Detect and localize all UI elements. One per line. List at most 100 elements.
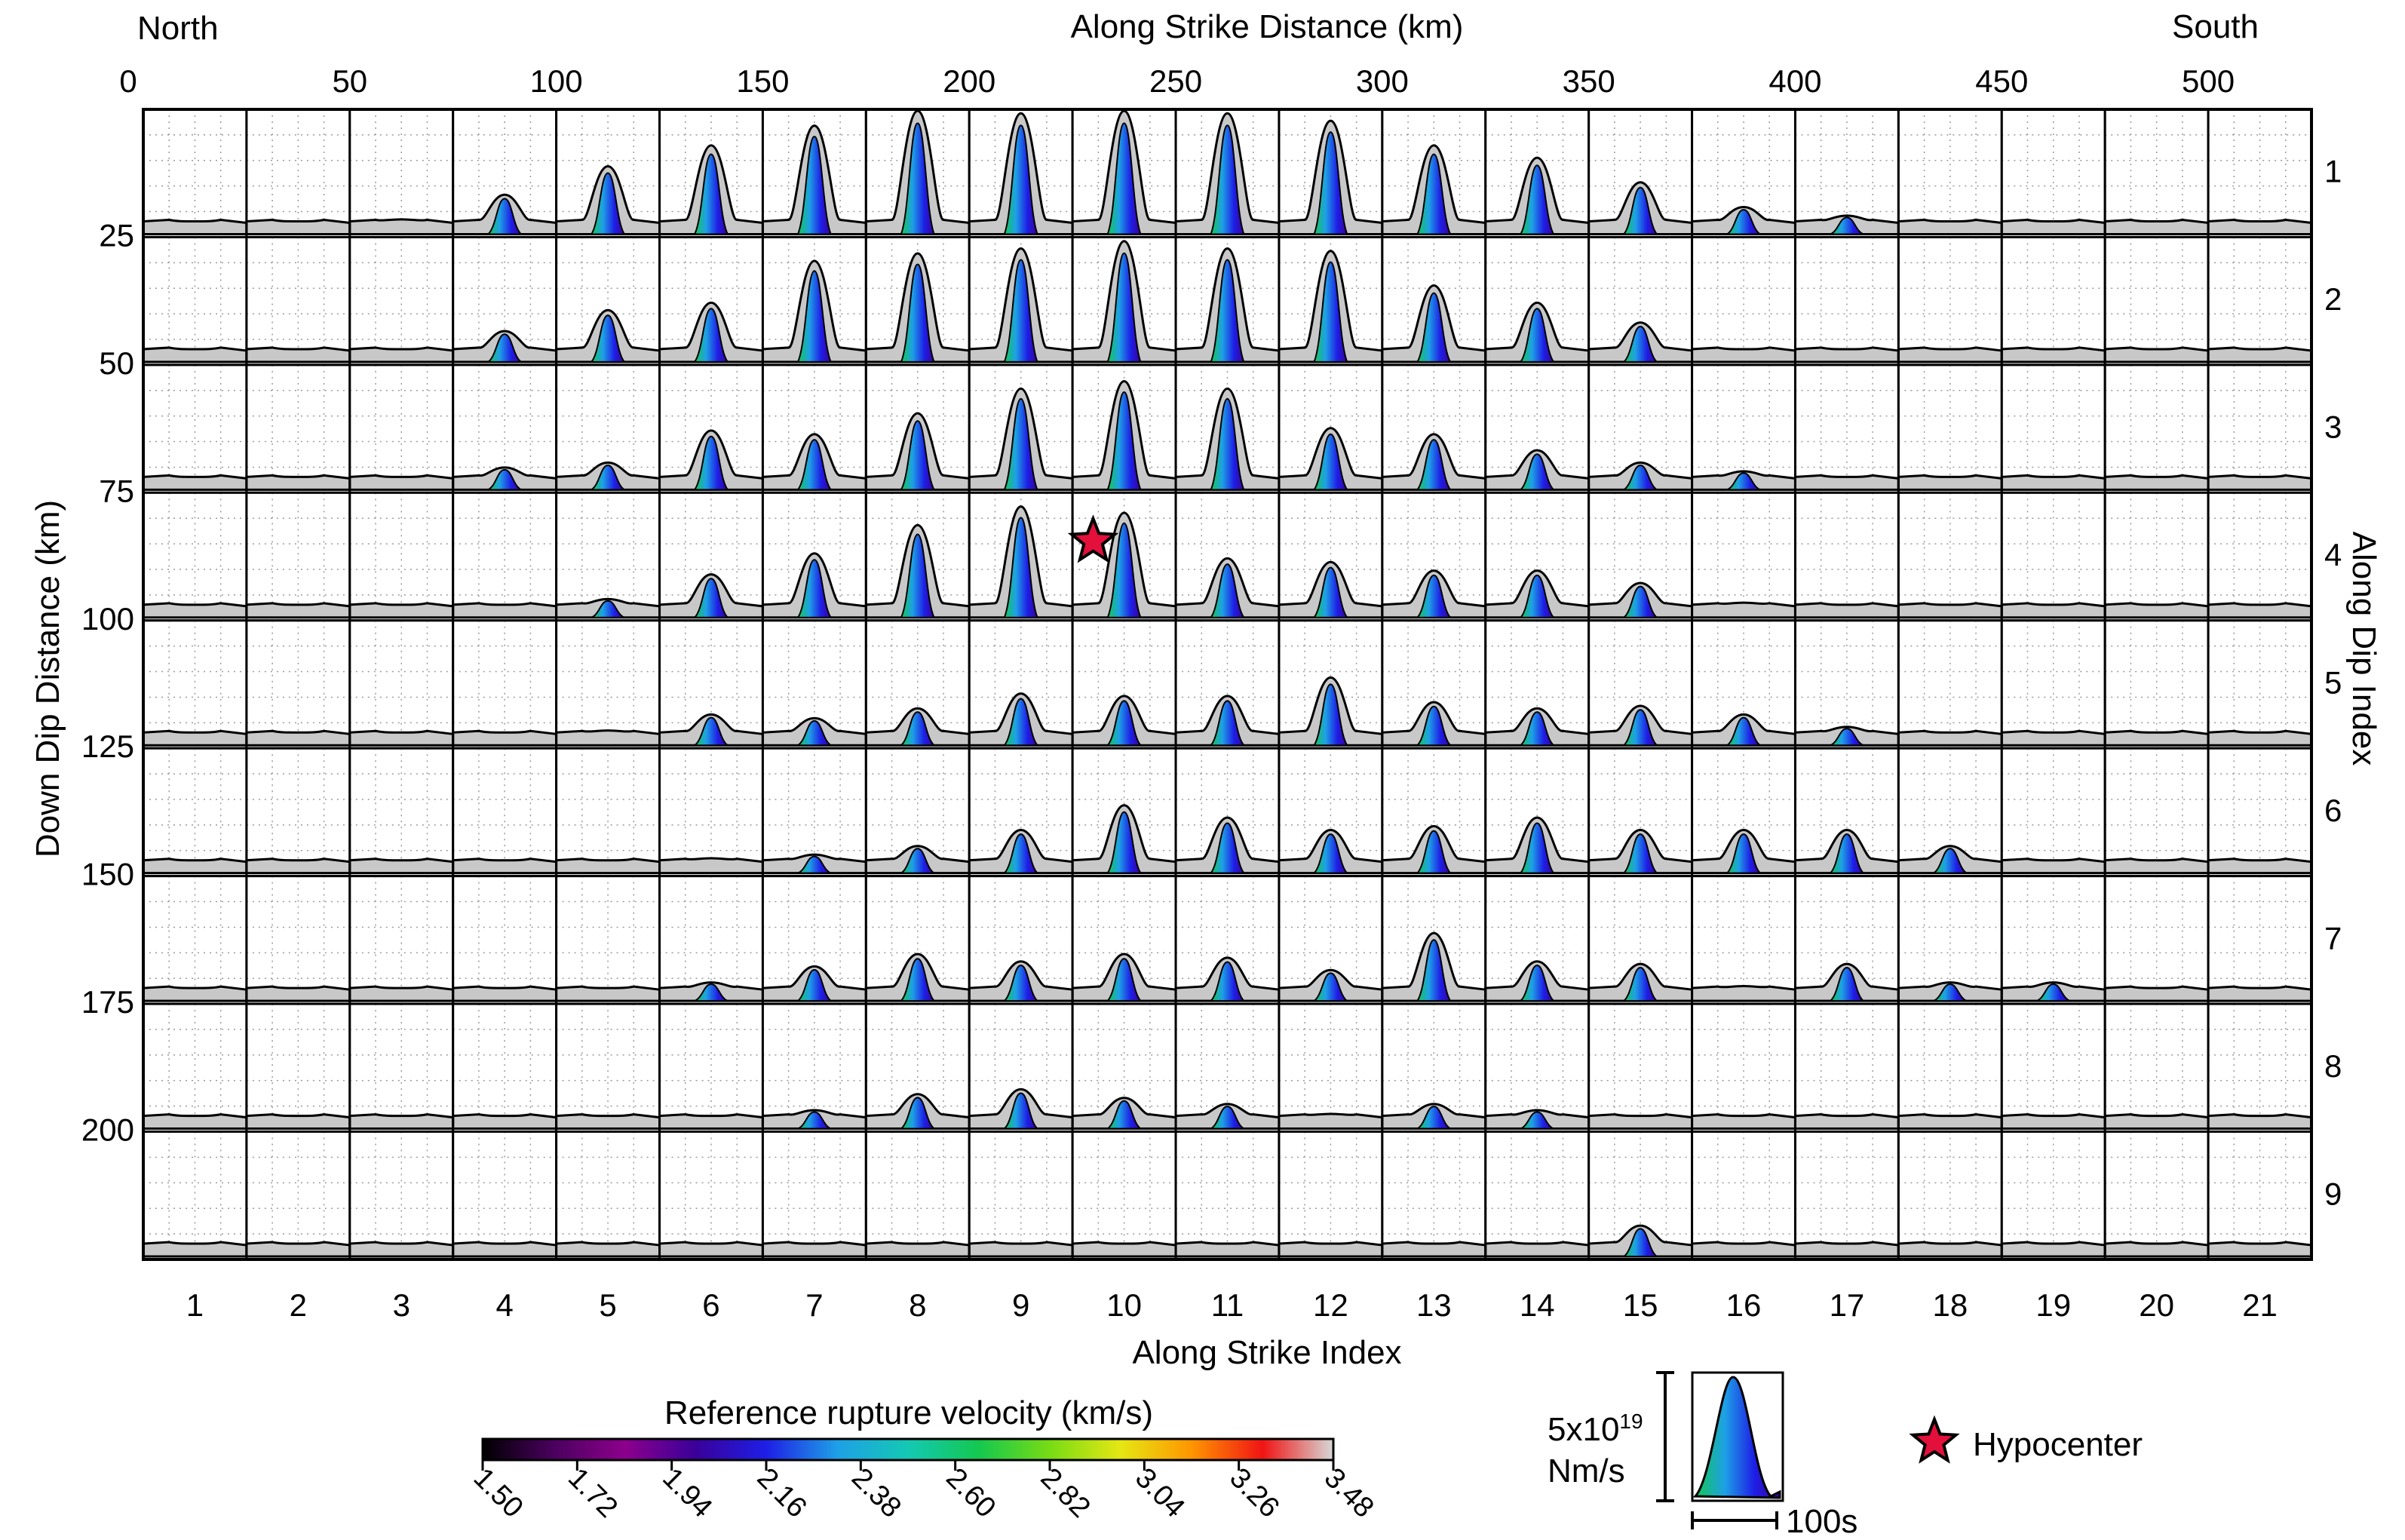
moment-rate-envelope	[2103, 474, 2210, 491]
moment-rate-envelope	[452, 985, 558, 1002]
moment-rate-peak	[1621, 186, 1659, 235]
moment-rate-peak	[1002, 965, 1040, 1002]
moment-rate-peak	[797, 855, 832, 874]
subfault-panel	[658, 364, 764, 494]
subfault-panel	[864, 1130, 971, 1261]
subfault-panel	[555, 1002, 661, 1134]
moment-rate-envelope	[2000, 218, 2106, 235]
moment-rate-peak	[693, 308, 729, 363]
subfault-panel	[658, 491, 764, 622]
bottom-tick-label: 15	[1623, 1287, 1658, 1323]
subfault-panel	[2207, 747, 2313, 878]
subfault-panel	[1897, 1002, 2003, 1134]
moment-rate-peak	[1313, 131, 1348, 235]
moment-rate-envelope	[1793, 1241, 1900, 1258]
moment-rate-peak	[900, 533, 936, 618]
scale-unit-text: Nm/s	[1548, 1453, 1625, 1489]
moment-rate-envelope	[2103, 985, 2210, 1002]
panel-background	[2002, 109, 2106, 238]
subfault-panel	[1587, 619, 1694, 750]
bottom-tick-label: 12	[1313, 1287, 1348, 1323]
moment-rate-envelope	[2103, 218, 2210, 235]
panel-background	[1692, 492, 1796, 621]
moment-rate-envelope	[245, 1241, 351, 1258]
moment-rate-envelope	[348, 346, 455, 364]
subfault-panel	[1484, 619, 1591, 750]
colorbar-tick-label: 1.94	[656, 1462, 718, 1524]
panel-background	[1898, 1131, 2002, 1259]
panel-background	[2105, 237, 2209, 365]
subfault-panel	[1381, 235, 1487, 367]
left-axis-ticks: 25 50 75 100 125 150 175 200	[81, 217, 134, 1147]
right-tick-label: 1	[2324, 154, 2342, 189]
subfault-panel	[1484, 1130, 1591, 1261]
colorbar-tick-label: 1.72	[562, 1462, 624, 1524]
colorbar-tick-label: 2.38	[845, 1462, 907, 1524]
panel-background	[143, 620, 247, 749]
panel-background	[1485, 1131, 1589, 1259]
subfault-panel	[555, 747, 661, 878]
moment-rate-peak	[1002, 1092, 1040, 1130]
scale-example-peak	[1692, 1376, 1781, 1499]
subfault-panel	[1484, 747, 1591, 878]
subfault-panel	[968, 491, 1074, 622]
panel-background	[556, 1004, 660, 1132]
subfault-panel	[1691, 747, 1796, 878]
moment-rate-peak	[1828, 833, 1866, 874]
panel-background	[143, 109, 247, 238]
subfault-panel	[2207, 364, 2313, 494]
subfault-panel	[1071, 235, 1177, 367]
moment-rate-peak	[1106, 700, 1143, 747]
subfault-panel	[2000, 235, 2106, 367]
subfault-panel	[968, 1002, 1074, 1134]
subfault-panel	[2103, 1002, 2210, 1134]
moment-rate-envelope	[2207, 1241, 2313, 1258]
moment-rate-peak	[1416, 153, 1452, 235]
moment-rate-envelope	[142, 346, 248, 364]
subfault-panel	[348, 875, 455, 1005]
colorbar-rect	[481, 1437, 1335, 1462]
subfault-panel	[1793, 364, 1900, 494]
moment-rate-envelope	[142, 218, 248, 235]
north-label: North	[137, 10, 219, 47]
moment-rate-peak	[898, 1097, 937, 1130]
subfault-panel	[1793, 1130, 1900, 1261]
subfault-panel	[1793, 108, 1900, 238]
panel-background	[1795, 1004, 1899, 1132]
moment-rate-envelope	[1897, 1113, 2003, 1130]
subfault-panel	[452, 619, 558, 750]
colorbar-tick-label: 2.60	[940, 1462, 1002, 1524]
moment-rate-peak	[796, 439, 833, 491]
right-tick-label: 7	[2324, 920, 2342, 956]
subfault-panel	[1587, 875, 1694, 1005]
subfault-panel	[864, 1002, 971, 1134]
left-tick-label: 75	[99, 473, 134, 508]
moment-rate-envelope	[1793, 474, 1900, 491]
moment-rate-peak	[796, 559, 833, 618]
moment-rate-peak	[1106, 958, 1143, 1002]
subfault-panel	[761, 235, 867, 367]
subfault-panel	[2207, 491, 2313, 622]
panel-background	[349, 492, 453, 621]
subfault-panel	[2103, 364, 2210, 494]
moment-rate-peak	[692, 716, 731, 747]
panel-background	[1692, 1131, 1796, 1259]
subfault-panel	[1071, 1002, 1177, 1134]
subfault-panel	[1691, 491, 1796, 622]
moment-rate-envelope	[452, 1241, 558, 1258]
panel-background	[1176, 1131, 1279, 1259]
moment-rate-envelope	[142, 474, 248, 491]
panel-background	[2002, 748, 2106, 876]
subfault-panel	[348, 1130, 455, 1261]
panel-background	[143, 492, 247, 621]
moment-rate-peak	[1518, 965, 1556, 1002]
subfault-panel	[1587, 1002, 1694, 1134]
moment-rate-envelope	[1587, 1113, 1694, 1130]
moment-rate-peak	[1519, 822, 1556, 874]
subfault-panel	[1897, 491, 2003, 622]
moment-rate-envelope	[2103, 346, 2210, 364]
subfault-panel	[348, 491, 455, 622]
moment-rate-peak	[1830, 216, 1864, 235]
subfault-panel	[142, 619, 248, 750]
subfault-panel	[2000, 1002, 2106, 1134]
